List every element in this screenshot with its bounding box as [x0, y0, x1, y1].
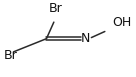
- Text: OH: OH: [112, 16, 131, 29]
- Text: N: N: [81, 32, 90, 45]
- Text: Br: Br: [4, 49, 18, 62]
- Text: Br: Br: [49, 2, 62, 15]
